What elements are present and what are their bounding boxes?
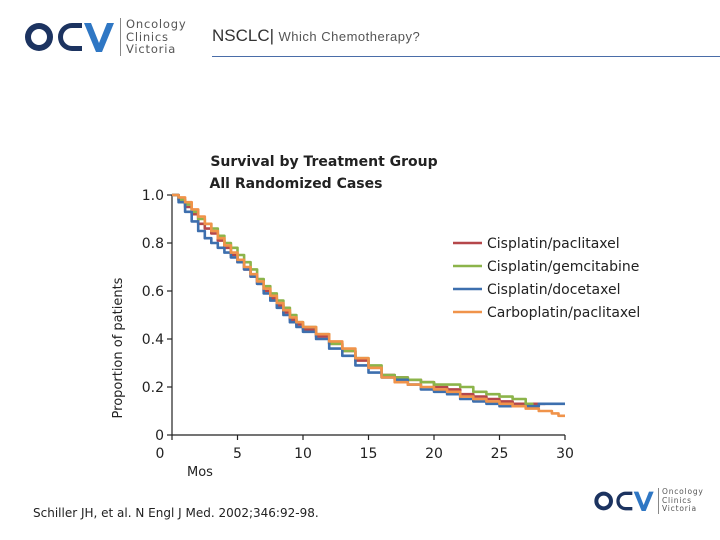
citation: Schiller JH, et al. N Engl J Med. 2002;3… [33,506,319,520]
chart-legend: Cisplatin/paclitaxel Cisplatin/gemcitabin… [453,236,640,321]
logo-mark-icon [594,491,654,511]
y-tick-label: 0.6 [142,284,164,300]
series-line [172,193,534,407]
page-title-main: NSCLC| [212,26,275,45]
y-tick-label: 0.8 [142,236,164,252]
legend-label: Cisplatin/gemcitabine [487,259,639,275]
y-tick-label: 0.4 [142,332,164,348]
page-title: NSCLC| Which Chemotherapy? [212,26,420,46]
chart-series [172,193,565,418]
chart-subtitle: All Randomized Cases [210,176,383,192]
logo-top: Oncology Clinics Victoria [22,18,186,56]
logo-wordmark: Oncology Clinics Victoria [658,487,704,514]
logo-bottom: Oncology Clinics Victoria [592,487,704,514]
page-subtitle: Which Chemotherapy? [278,29,421,44]
logo-word: Oncology [662,487,704,496]
header-divider [212,56,720,57]
series-line [172,193,565,408]
logo-word: Victoria [126,42,177,56]
chart-axes: 0 0.2 0.4 0.6 0.8 1.0 0 5 10 15 20 25 30 [142,188,574,462]
x-tick-label: 30 [556,446,574,462]
x-tick-label: 5 [233,446,242,462]
chart-title: Survival by Treatment Group [210,154,437,170]
logo-word: Clinics [662,495,692,505]
x-tick-label: 15 [360,446,378,462]
logo-word: Victoria [662,504,697,513]
x-tick-label: 10 [294,446,312,462]
y-tick-label: 1.0 [142,188,164,204]
x-tick-label: 0 [156,446,165,462]
legend-label: Cisplatin/paclitaxel [487,236,620,252]
y-tick-label: 0 [155,428,164,444]
legend-label: Carboplatin/paclitaxel [487,305,640,321]
y-tick-label: 0.2 [142,380,164,396]
x-axis-label: Mos [187,465,213,480]
logo-mark-icon [25,22,114,52]
series-line [172,193,565,418]
logo-word: Clinics [126,29,169,44]
x-tick-label: 25 [491,446,509,462]
legend-label: Cisplatin/docetaxel [487,282,620,298]
logo-word: Oncology [126,17,187,31]
x-tick-label: 20 [425,446,443,462]
series-line [172,193,546,406]
logo-wordmark: Oncology Clinics Victoria [120,18,186,56]
y-axis-label: Proportion of patients [111,277,126,418]
